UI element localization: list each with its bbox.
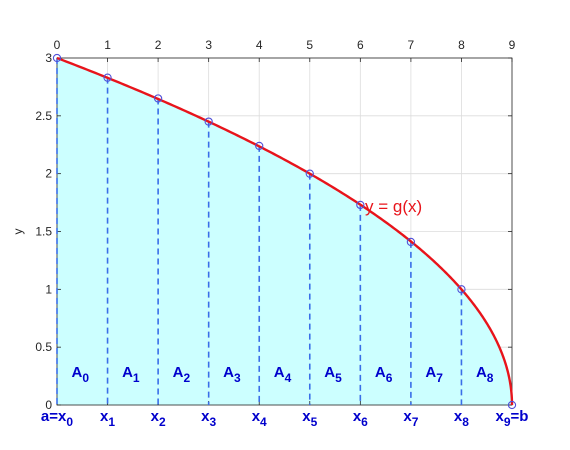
y-tick-label: 1.5 [35,225,52,239]
area-label: A4 [274,364,292,385]
y-tick-label: 0.5 [35,340,52,354]
area-label: A0 [72,364,90,385]
x-point-label: x9=b [496,408,529,429]
y-axis-title: y [11,229,25,235]
y-tick-label: 1 [45,282,52,296]
area-label: A7 [425,364,443,385]
x-tick-label: 5 [306,38,313,52]
x-point-label: x8 [454,408,469,429]
data-point [204,117,213,126]
curve-label: y = g(x) [365,197,422,216]
x-tick-label: 0 [54,38,61,52]
area-label: A1 [122,364,140,385]
x-tick-label: 6 [357,38,364,52]
area-label: A3 [223,364,241,385]
x-tick-label: 3 [205,38,212,52]
data-point [305,169,314,178]
area-label: A5 [324,364,342,385]
data-point [406,237,416,247]
data-point [356,200,365,210]
data-point [255,141,264,151]
area-label: A2 [173,364,191,385]
data-point [507,400,517,410]
x-point-label: x2 [151,408,166,429]
x-point-label: a=x0 [41,408,73,429]
x-point-label: x4 [252,408,267,429]
x-point-label: x1 [100,408,115,429]
area-label: A6 [375,364,393,385]
x-point-label: x6 [353,408,368,429]
x-tick-label: 1 [104,38,111,52]
x-tick-label: 2 [155,38,162,52]
data-point [103,73,112,82]
x-tick-label: 4 [256,38,263,52]
x-point-label: x3 [201,408,216,429]
x-tick-label: 8 [458,38,465,52]
y-tick-label: 2.5 [35,109,52,123]
x-tick-label: 9 [509,38,516,52]
x-point-label: x7 [403,408,418,429]
x-point-label: x5 [302,408,317,429]
data-point [153,94,163,103]
data-point [52,53,62,63]
area-label: A8 [476,364,494,385]
x-tick-label: 7 [408,38,415,52]
y-tick-label: 0 [45,398,52,412]
y-tick-label: 2 [45,167,52,181]
area-fill-overlay [57,58,512,405]
curve-line [56,56,514,406]
data-point [457,285,466,294]
y-tick-label: 3 [45,51,52,65]
